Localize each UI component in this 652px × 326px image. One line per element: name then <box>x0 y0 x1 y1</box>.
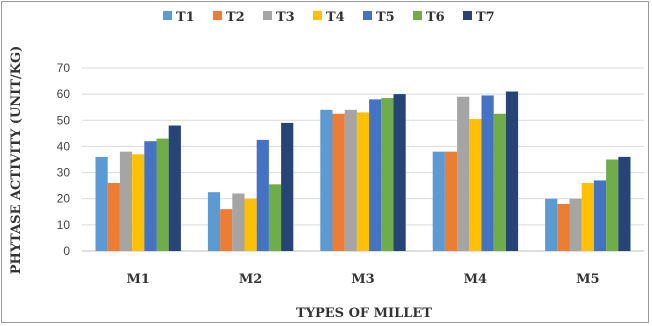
legend-label: T7 <box>476 10 495 25</box>
bar-m2-t6 <box>268 184 282 251</box>
legend: T1 T2 T3 T4 T5 T6 T7 <box>163 10 495 25</box>
legend-label: T3 <box>276 10 295 25</box>
legend-label: T6 <box>426 10 445 25</box>
bar-m2-t2 <box>220 209 233 251</box>
bar-m2-t7 <box>281 122 294 252</box>
x-tick-label: M5 <box>576 272 599 287</box>
bar-m3-t2 <box>332 113 345 251</box>
bar-m5-t1 <box>545 198 558 251</box>
bar-m1-t3 <box>119 151 133 251</box>
bar-m4-t5 <box>481 95 494 251</box>
x-axis-categories: M1 M2 M3 M4 M5 <box>126 272 599 287</box>
bar-m4-t2 <box>444 151 458 251</box>
bar-m2-t1 <box>207 192 221 251</box>
bar-m3-t3 <box>344 109 357 251</box>
bar-m5-t6 <box>606 159 619 251</box>
bar-m4-t4 <box>469 118 482 251</box>
bar-m1-t5 <box>144 141 157 251</box>
bar-m3-t6 <box>381 98 394 251</box>
bar-m5-t7 <box>618 156 631 251</box>
legend-swatch <box>413 11 422 20</box>
legend-swatch <box>363 11 372 20</box>
bar-m3-t1 <box>320 109 333 251</box>
y-tick-label: 60 <box>57 87 71 101</box>
x-tick-label: M1 <box>126 272 149 287</box>
bar-m1-t1 <box>95 156 108 251</box>
bar-m4-t1 <box>432 151 445 251</box>
legend-swatch <box>163 11 172 20</box>
legend-swatch <box>313 11 322 20</box>
x-tick-label: M3 <box>351 272 374 287</box>
y-tick-label: 0 <box>63 244 70 258</box>
bar-m3-t4 <box>356 112 370 251</box>
bar-m2-t5 <box>256 139 269 251</box>
legend-swatch <box>263 11 272 20</box>
y-axis-ticks: 0 10 20 30 40 50 60 70 <box>57 61 71 258</box>
bar-m4-t6 <box>493 113 506 251</box>
bar-m5-t4 <box>581 183 594 251</box>
x-tick-label: M2 <box>239 272 262 287</box>
legend-label: T1 <box>176 10 195 25</box>
bar-m4-t3 <box>457 96 470 251</box>
bar-m3-t7 <box>393 94 406 252</box>
y-tick-label: 70 <box>57 61 71 75</box>
x-tick-label: M4 <box>464 272 487 287</box>
y-tick-label: 50 <box>57 113 71 127</box>
bar-m2-t3 <box>232 193 245 251</box>
y-tick-label: 40 <box>57 139 71 153</box>
bars <box>95 91 631 252</box>
bar-m2-t4 <box>244 198 257 251</box>
legend-label: T5 <box>376 10 395 25</box>
bar-m4-t7 <box>505 91 519 252</box>
bar-m1-t2 <box>107 183 120 251</box>
legend-swatch <box>463 11 472 20</box>
bar-m5-t3 <box>569 198 582 251</box>
y-axis-title: PHYTASE ACTIVITY (UNIT/KG) <box>9 46 24 274</box>
x-axis-title: TYPES OF MILLET <box>296 306 432 321</box>
y-tick-label: 30 <box>57 166 71 180</box>
y-tick-label: 20 <box>57 192 71 206</box>
bar-m1-t6 <box>156 138 169 251</box>
bar-m1-t7 <box>168 125 181 251</box>
bar-m1-t4 <box>132 154 145 251</box>
y-tick-label: 10 <box>57 218 71 232</box>
bar-m3-t5 <box>369 99 382 251</box>
legend-swatch <box>213 11 222 20</box>
legend-label: T2 <box>226 10 245 25</box>
bar-m5-t5 <box>593 180 607 251</box>
legend-label: T4 <box>326 10 345 25</box>
bar-m5-t2 <box>557 203 570 251</box>
